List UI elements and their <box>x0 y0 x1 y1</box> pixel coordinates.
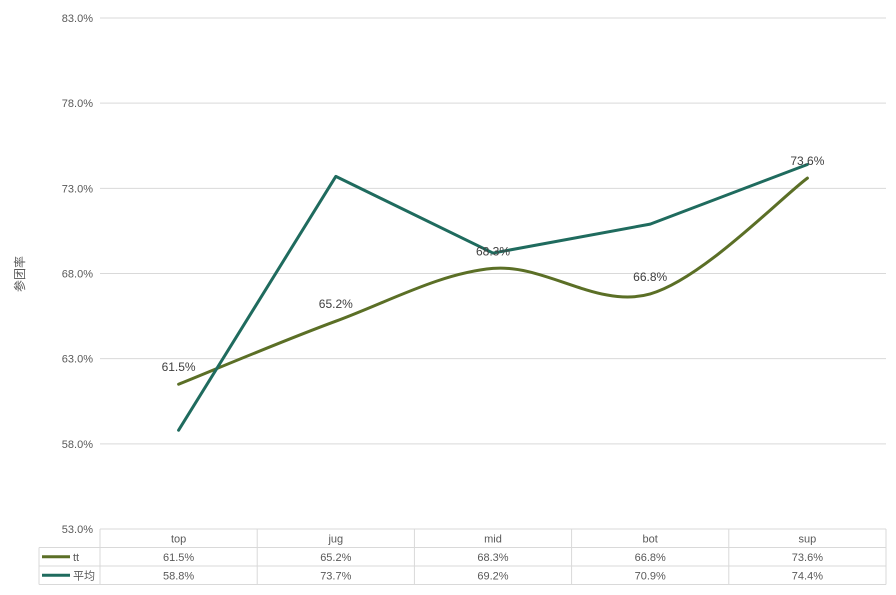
grid <box>100 17 886 445</box>
table-cell: 68.3% <box>477 552 508 564</box>
legend-label: tt <box>73 552 79 564</box>
series-line-2 <box>177 162 809 432</box>
table-cell: 65.2% <box>320 552 351 564</box>
y-tick-label: 83.0% <box>62 13 93 25</box>
x-category-label: jug <box>327 534 343 546</box>
data-label: 61.5% <box>162 360 196 374</box>
table-cell: 58.8% <box>163 570 194 582</box>
x-category-label: bot <box>643 534 658 546</box>
y-tick-label: 78.0% <box>62 98 93 110</box>
data-label: 73.6% <box>790 154 824 168</box>
y-tick-label: 68.0% <box>62 269 93 281</box>
legend-label: 平均 <box>73 569 95 582</box>
y-tick-label: 53.0% <box>62 524 93 536</box>
data-label: 65.2% <box>319 297 353 311</box>
y-tick-label: 63.0% <box>62 354 93 366</box>
y-axis-title: 参团率 <box>12 256 27 292</box>
table-cell: 73.7% <box>320 570 351 582</box>
y-tick-label: 73.0% <box>62 183 93 195</box>
table-cell: 70.9% <box>635 570 666 582</box>
series-lines <box>177 162 809 432</box>
x-category-label: mid <box>484 534 502 546</box>
y-axis: 53.0% 58.0% 63.0% 68.0% 73.0% 78.0% 83.0% <box>62 13 93 536</box>
table-cell: 61.5% <box>163 552 194 564</box>
table-cell: 74.4% <box>792 570 823 582</box>
data-label: 68.3% <box>476 244 510 258</box>
data-table: top jug mid bot sup tt 61.5% 65.2% 68.3% 66.8% 73.… <box>38 528 887 585</box>
table-cell: 66.8% <box>635 552 666 564</box>
data-label: 66.8% <box>633 270 667 284</box>
x-category-label: top <box>171 534 186 546</box>
y-tick-label: 58.0% <box>62 439 93 451</box>
data-labels: 61.5% 65.2% 68.3% 66.8% 73.6% <box>162 154 825 374</box>
x-category-label: sup <box>799 534 817 546</box>
series-line-1 <box>177 176 809 386</box>
table-cell: 69.2% <box>477 570 508 582</box>
table-cell: 73.6% <box>792 552 823 564</box>
